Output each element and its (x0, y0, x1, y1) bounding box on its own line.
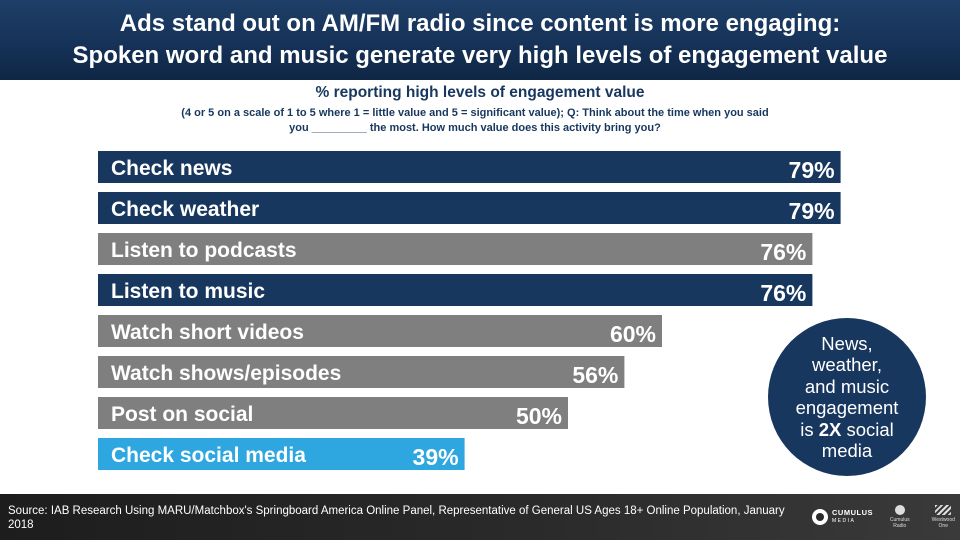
callout-line-6: media (821, 440, 873, 461)
value-label-1: 79% (789, 198, 835, 224)
callout-line-5-pre: is (800, 418, 819, 440)
cumulus-logo-text: CUMULUS (832, 508, 873, 517)
chart-subtitle: % reporting high levels of engagement va… (315, 84, 645, 101)
category-label-1: Check weather (111, 198, 259, 221)
category-label-6: Post on social (111, 403, 253, 426)
bar-5 (98, 356, 625, 388)
value-label-3: 76% (760, 280, 806, 306)
bar-6 (98, 397, 568, 429)
slide-footer: Source: IAB Research Using MARU/Matchbox… (0, 494, 960, 540)
value-label-2: 76% (760, 239, 806, 265)
cumulus-radio-logo-text: Cumulus Radio (889, 517, 910, 529)
survey-question-line-2: you _________ the most. How much value d… (289, 122, 661, 134)
cumulus-media-logo: CUMULUS MEDIA (812, 509, 873, 525)
cumulus-radio-logo: Cumulus Radio (883, 505, 917, 529)
callout-line-5: is 2X social (800, 419, 894, 441)
westwood-one-logo: Westwood One (927, 505, 960, 529)
survey-question: (4 or 5 on a scale of 1 to 5 where 1 = l… (110, 106, 840, 136)
cumulus-radio-icon (894, 505, 905, 515)
callout-line-1: News, (821, 332, 873, 354)
value-label-6: 50% (516, 403, 562, 429)
value-label-5: 56% (572, 362, 618, 388)
bar-3 (98, 274, 813, 306)
slide-title-line-2: Spoken word and music generate very high… (72, 42, 888, 69)
cumulus-c-icon (812, 509, 828, 525)
logo-group: CUMULUS MEDIA Cumulus Radio Westwood One (812, 504, 960, 530)
callout-line-4: engagement (795, 397, 899, 418)
engagement-callout-circle: News, weather, and music engagement is 2… (768, 318, 926, 476)
category-label-0: Check news (111, 157, 232, 180)
westwood-one-icon (935, 505, 952, 515)
bar-4 (98, 315, 662, 347)
category-label-4: Watch short videos (111, 321, 304, 344)
category-label-7: Check social media (111, 444, 306, 467)
bar-0 (98, 151, 841, 183)
value-label-4: 60% (610, 321, 656, 347)
slide-header: Ads stand out on AM/FM radio since conte… (0, 0, 960, 80)
callout-line-2: weather, (812, 354, 882, 375)
survey-question-line-1: (4 or 5 on a scale of 1 to 5 where 1 = l… (181, 107, 769, 119)
callout-line-5-post: social (841, 418, 894, 440)
category-label-3: Listen to music (111, 280, 265, 303)
westwood-one-logo-text: Westwood One (931, 517, 955, 529)
category-label-2: Listen to podcasts (111, 239, 297, 262)
bar-1 (98, 192, 841, 224)
callout-emphasis: 2X (818, 418, 842, 440)
slide-title-line-1: Ads stand out on AM/FM radio since conte… (119, 10, 841, 37)
bar-7 (98, 438, 465, 470)
value-label-7: 39% (413, 444, 459, 470)
source-note: Source: IAB Research Using MARU/Matchbox… (8, 505, 785, 531)
cumulus-logo-subtext: MEDIA (832, 518, 856, 524)
bar-2 (98, 233, 813, 265)
category-label-5: Watch shows/episodes (111, 362, 341, 385)
callout-line-3: and music (804, 375, 890, 397)
value-label-0: 79% (789, 157, 835, 183)
